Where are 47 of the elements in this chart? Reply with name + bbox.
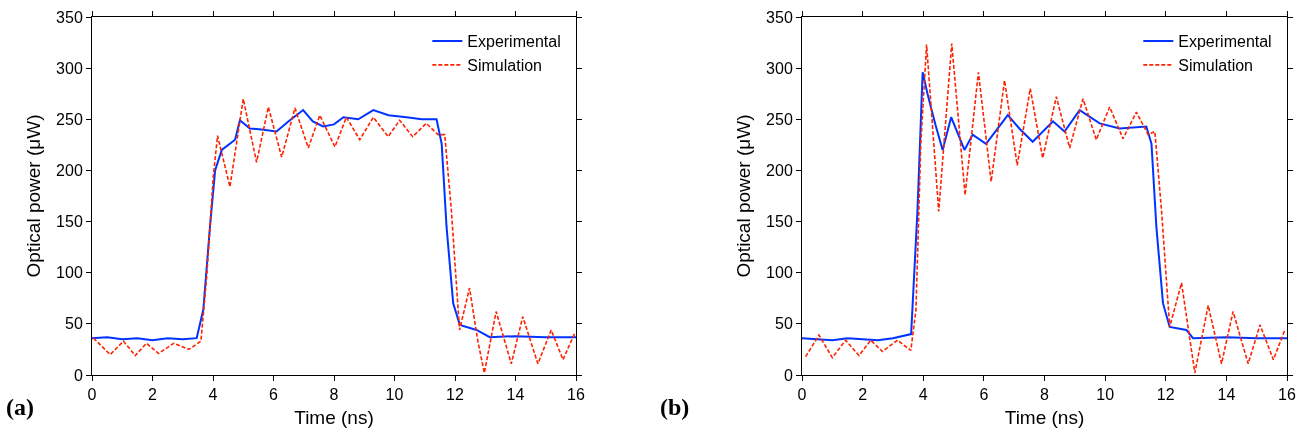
x-tick-label: 12: [1156, 386, 1175, 404]
y-axis-title: Optical power (μW): [732, 114, 754, 278]
x-tick-label: 8: [329, 386, 339, 404]
x-tick-label: 8: [1040, 386, 1050, 404]
x-axis-title: Time (ns): [1004, 407, 1085, 428]
y-tick-label: 150: [56, 213, 83, 231]
y-tick-label: 150: [766, 213, 793, 231]
line-series: [92, 98, 576, 374]
legend-label: Simulation: [1178, 57, 1253, 75]
text: (b): [660, 394, 690, 420]
x-tick-label: 10: [1096, 386, 1115, 404]
y-tick-label: 250: [56, 110, 83, 128]
y-tick-label: 250: [766, 110, 793, 128]
line-series: [802, 71, 1287, 342]
y-tick-label: 0: [783, 366, 793, 384]
y-tick-label: 200: [766, 162, 793, 180]
x-tick-label: 10: [385, 386, 404, 404]
y-tick-label: 300: [766, 59, 793, 77]
legend-label: Experimental: [1178, 33, 1272, 51]
legend-label: Simulation: [467, 57, 543, 75]
x-tick-label: 2: [148, 386, 158, 404]
x-axis-title: Time (ns): [294, 407, 374, 428]
y-tick-label: 100: [56, 264, 83, 282]
x-tick-label: 14: [506, 386, 525, 404]
x-tick-label: 16: [567, 386, 585, 404]
y-tick-label: 200: [56, 162, 83, 180]
line-series: [92, 109, 576, 342]
x-tick-label: 14: [1217, 386, 1236, 404]
x-tick-label: 6: [269, 386, 279, 404]
x-tick-label: 2: [858, 386, 868, 404]
y-tick-label: 50: [65, 315, 83, 333]
x-tick-label: 6: [979, 386, 989, 404]
x-tick-label: 0: [797, 386, 807, 404]
y-tick-label: 0: [73, 366, 83, 384]
legend-label: Experimental: [467, 33, 561, 51]
y-tick-label: 50: [775, 315, 793, 333]
x-tick-label: 0: [87, 386, 97, 404]
y-axis-title: Optical power (μW): [22, 114, 44, 278]
text: (a): [6, 394, 34, 420]
x-tick-label: 4: [918, 386, 928, 404]
y-tick-label: 350: [766, 8, 793, 26]
y-tick-label: 350: [56, 8, 83, 26]
y-tick-label: 300: [56, 59, 83, 77]
x-tick-label: 12: [446, 386, 464, 404]
y-tick-label: 100: [766, 264, 793, 282]
x-tick-label: 4: [208, 386, 218, 404]
x-tick-label: 16: [1278, 386, 1296, 404]
